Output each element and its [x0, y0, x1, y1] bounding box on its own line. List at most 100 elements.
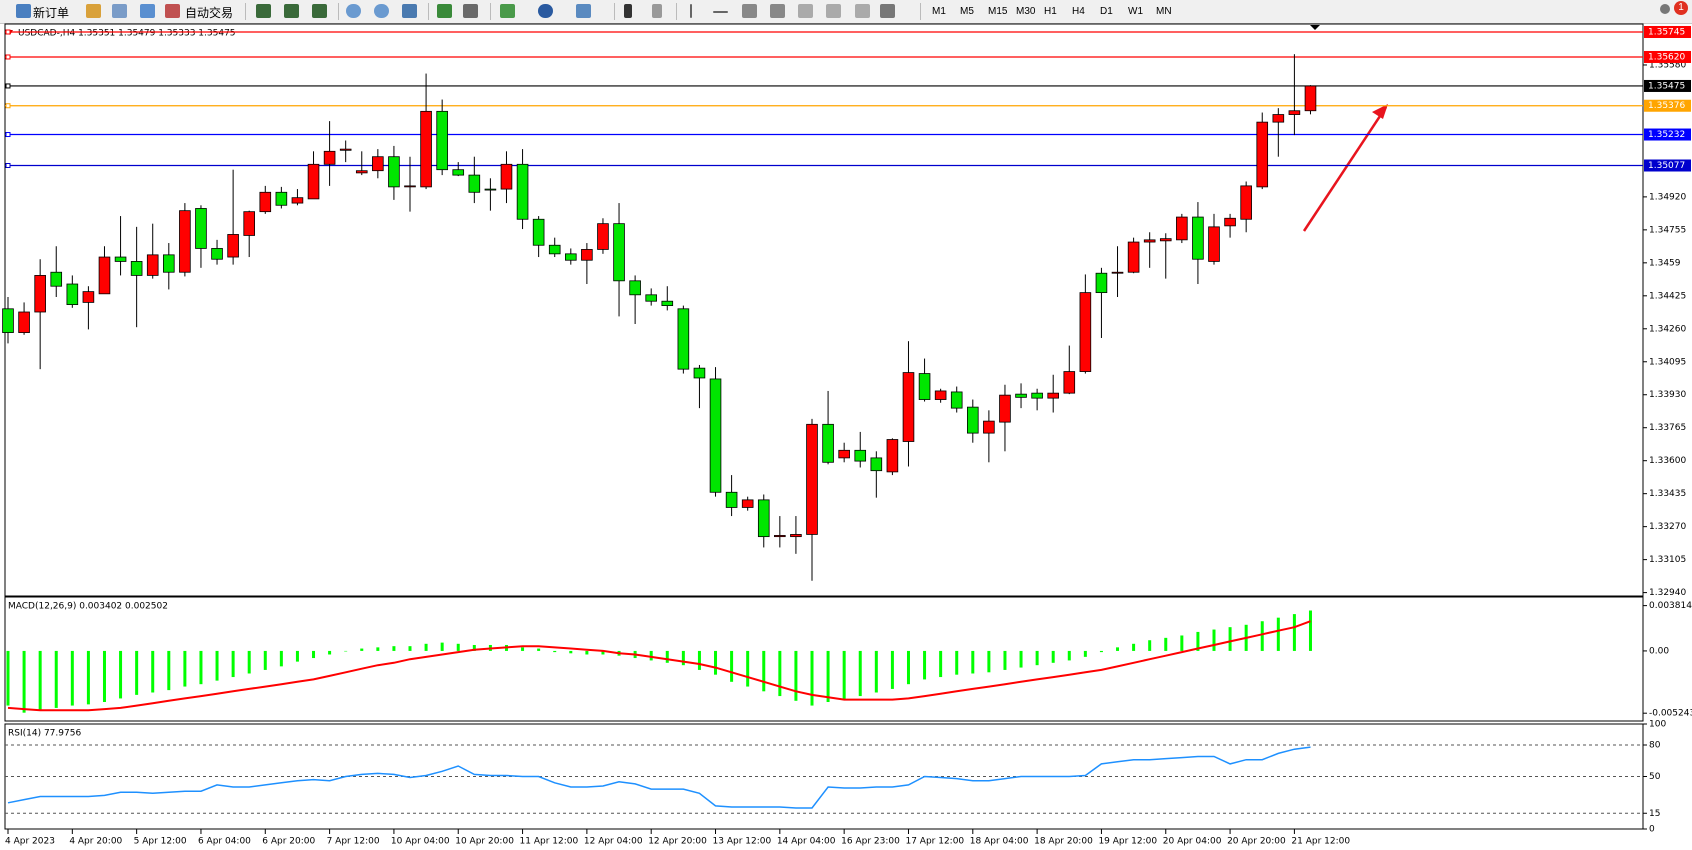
y-tick-label: 1.34425: [1649, 291, 1686, 301]
candle-body: [1224, 217, 1236, 227]
cursor[interactable]: [624, 4, 632, 18]
zoom-out[interactable]: [374, 4, 389, 18]
shapes-tool[interactable]: [880, 4, 895, 18]
auto-trading-button[interactable]: 自动交易: [185, 6, 234, 20]
icon[interactable]: [312, 4, 327, 18]
candle-body: [1111, 271, 1124, 274]
icon[interactable]: [140, 4, 155, 18]
price-label-box: [1644, 128, 1691, 141]
text-tool[interactable]: [826, 4, 841, 18]
main-pane: [4, 23, 1644, 597]
timeframe-button[interactable]: W1: [1128, 6, 1143, 17]
auto-trading-icon[interactable]: [165, 4, 180, 18]
histogram-bar: [1099, 650, 1103, 653]
histogram-bar: [199, 650, 203, 685]
candle-body: [709, 378, 722, 493]
label-tool[interactable]: [855, 4, 870, 18]
histogram-bar: [279, 650, 283, 667]
candle-body: [886, 439, 899, 473]
icon[interactable]: [86, 4, 101, 18]
x-tick-label: 12 Apr 04:00: [584, 837, 643, 847]
channel-tool[interactable]: [770, 4, 785, 18]
trendline-tool[interactable]: [742, 4, 757, 18]
templates[interactable]: [576, 4, 591, 18]
timeframe-button[interactable]: M30: [1016, 6, 1036, 17]
rsi-title: RSI(14) 77.9756: [8, 729, 81, 739]
y-tick-label: 1.32940: [1649, 588, 1686, 598]
histogram-bar: [521, 647, 525, 651]
candle-body: [275, 191, 288, 206]
candle-body: [838, 449, 850, 459]
separator: [245, 3, 246, 20]
price-label-box: [1644, 159, 1691, 172]
y-tick-label: 1.33600: [1649, 456, 1686, 466]
candle-body: [741, 499, 754, 508]
candle-body: [355, 170, 368, 174]
histogram-bar: [70, 650, 74, 706]
icon[interactable]: [402, 4, 417, 18]
timeframe-button[interactable]: M15: [988, 6, 1008, 17]
new-order-icon[interactable]: [16, 4, 31, 18]
histogram-bar: [762, 650, 766, 692]
icon[interactable]: [437, 4, 452, 18]
candle-body: [436, 110, 448, 171]
x-tick-label: 10 Apr 04:00: [391, 837, 450, 847]
candle-body: [581, 249, 593, 261]
y-tick-label: 1.33435: [1649, 489, 1686, 499]
x-tick-label: 7 Apr 12:00: [327, 837, 380, 847]
notification-badge[interactable]: 1: [1674, 1, 1688, 15]
icon[interactable]: [463, 4, 478, 18]
price-line-handle: [5, 132, 11, 138]
timeframe-button[interactable]: D1: [1100, 6, 1113, 17]
y-tick-label: 0: [1649, 825, 1655, 835]
vline-tool[interactable]: [690, 4, 692, 18]
candle-body: [227, 234, 239, 258]
icon[interactable]: [256, 4, 271, 18]
candle-body: [565, 253, 577, 261]
histogram-bar: [1228, 627, 1232, 651]
icon[interactable]: [112, 4, 127, 18]
x-tick-label: 10 Apr 20:00: [455, 837, 514, 847]
icon[interactable]: [284, 4, 299, 18]
timeframe-button[interactable]: H4: [1072, 6, 1085, 17]
candle-body: [195, 208, 207, 249]
x-tick-label: 4 Apr 2023: [5, 837, 55, 847]
timeframe-button[interactable]: M5: [960, 6, 974, 17]
rsi-line: [7, 746, 1311, 809]
timeframe-button[interactable]: M1: [932, 6, 946, 17]
y-tick-label: 1.34920: [1649, 192, 1686, 202]
new-order-button[interactable]: 新订单: [33, 6, 70, 20]
periods[interactable]: [538, 4, 553, 18]
x-tick-label: 18 Apr 04:00: [970, 837, 1029, 847]
histogram-bar: [38, 650, 42, 711]
histogram-bar: [376, 647, 380, 651]
histogram-bar: [456, 643, 460, 651]
timeframe-button[interactable]: H1: [1044, 6, 1057, 17]
indicators[interactable]: [500, 4, 515, 18]
hline-tool[interactable]: [713, 11, 728, 13]
y-tick-label: 1.33930: [1649, 390, 1686, 400]
zoom-in[interactable]: [346, 4, 361, 18]
x-tick-label: 14 Apr 04:00: [777, 837, 836, 847]
signal-line: [7, 620, 1311, 712]
timeframe-button[interactable]: MN: [1156, 6, 1172, 17]
candle-body: [806, 423, 818, 535]
histogram-bar: [858, 650, 862, 697]
histogram-bar: [730, 650, 734, 682]
crosshair[interactable]: [652, 4, 662, 18]
fibo-tool[interactable]: [798, 4, 813, 18]
separator: [338, 3, 339, 20]
candle-body: [1288, 110, 1301, 115]
x-tick-label: 13 Apr 12:00: [713, 837, 772, 847]
histogram-bar: [167, 650, 171, 691]
search[interactable]: [1660, 4, 1670, 14]
candle-body: [934, 390, 947, 400]
histogram-bar: [263, 650, 267, 670]
candle-body: [98, 256, 111, 295]
histogram-bar: [1308, 610, 1312, 651]
candle-body: [693, 367, 706, 379]
candle-body: [243, 211, 256, 236]
candle-body: [66, 283, 79, 306]
histogram-bar: [392, 646, 396, 651]
